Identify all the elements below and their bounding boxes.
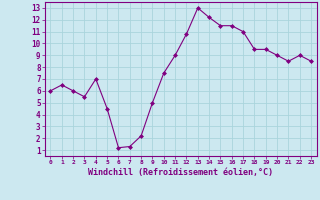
X-axis label: Windchill (Refroidissement éolien,°C): Windchill (Refroidissement éolien,°C)	[88, 168, 273, 177]
